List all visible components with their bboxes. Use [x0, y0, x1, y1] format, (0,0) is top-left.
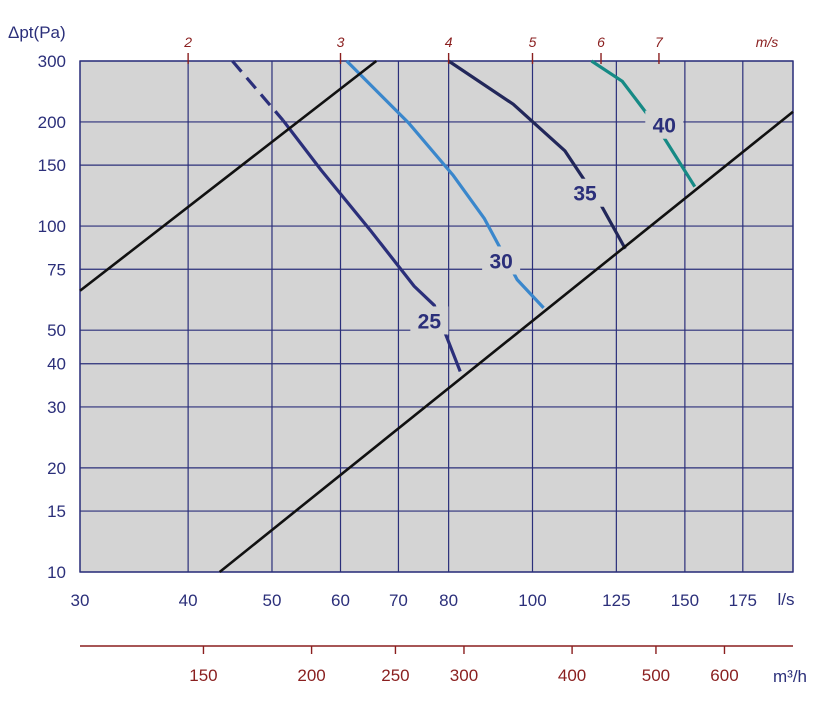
fan-curve-30 [345, 59, 545, 309]
curve-label-25: 25 [418, 310, 442, 333]
fan-curve-25-dashed [231, 59, 285, 122]
y-tick-label: 200 [38, 113, 66, 132]
x-tick-label: 100 [518, 591, 546, 610]
y-tick-label: 300 [38, 52, 66, 71]
x-tick-label: 70 [389, 591, 408, 610]
y-tick-label: 50 [47, 321, 66, 340]
m3h-axis-unit-label: m³/h [773, 667, 807, 686]
m3h-tick-label: 200 [297, 666, 325, 685]
velocity-tick-label: 7 [655, 34, 664, 50]
m3h-tick-label: 500 [642, 666, 670, 685]
x-tick-label: 80 [439, 591, 458, 610]
grid-lines [79, 60, 794, 573]
y-axis-title: Δpt(Pa) [8, 23, 66, 42]
m3h-tick-label: 250 [381, 666, 409, 685]
x-tick-label: 175 [729, 591, 757, 610]
y-tick-label: 100 [38, 217, 66, 236]
curve-label-35: 35 [573, 183, 597, 206]
y-tick-label: 75 [47, 260, 66, 279]
y-tick-label: 40 [47, 355, 66, 374]
y-tick-label: 20 [47, 459, 66, 478]
x-tick-label: 40 [179, 591, 198, 610]
curve-label-bg [410, 306, 449, 335]
y-tick-label: 15 [47, 502, 66, 521]
y-tick-label: 150 [38, 156, 66, 175]
series-layer [79, 59, 794, 574]
fan-curve-35 [447, 59, 627, 250]
curve-label-40: 40 [653, 115, 676, 138]
velocity-tick-label: 2 [183, 34, 192, 50]
curve-label-bg [566, 178, 605, 207]
x-tick-label: 125 [602, 591, 630, 610]
plot-frame [79, 60, 794, 573]
m3h-tick-label: 400 [558, 666, 586, 685]
velocity-tick-label: 3 [337, 34, 345, 50]
x-tick-label: 60 [331, 591, 350, 610]
system-line [79, 59, 378, 292]
m3h-tick-label: 600 [710, 666, 738, 685]
fan-curve-40 [590, 59, 697, 188]
velocity-axis-unit-label: m/s [756, 34, 779, 50]
curve-label-bg [482, 246, 521, 275]
system-line [218, 110, 794, 574]
curve-label-30: 30 [489, 250, 512, 273]
y-tick-label: 30 [47, 398, 66, 417]
x-axis-unit-label: l/s [778, 590, 795, 609]
x-tick-label: 50 [263, 591, 282, 610]
curve-label-bg [645, 110, 684, 139]
y-tick-label: 10 [47, 563, 66, 582]
x-tick-label: 30 [71, 591, 90, 610]
curve-labels: 25 30 35 40 [410, 110, 684, 335]
x-tick-label: 150 [671, 591, 699, 610]
velocity-tick-label: 5 [529, 34, 537, 50]
velocity-tick-label: 4 [445, 34, 453, 50]
m3h-tick-label: 300 [450, 666, 478, 685]
velocity-tick-label: 6 [597, 34, 605, 50]
m3h-tick-label: 150 [189, 666, 217, 685]
